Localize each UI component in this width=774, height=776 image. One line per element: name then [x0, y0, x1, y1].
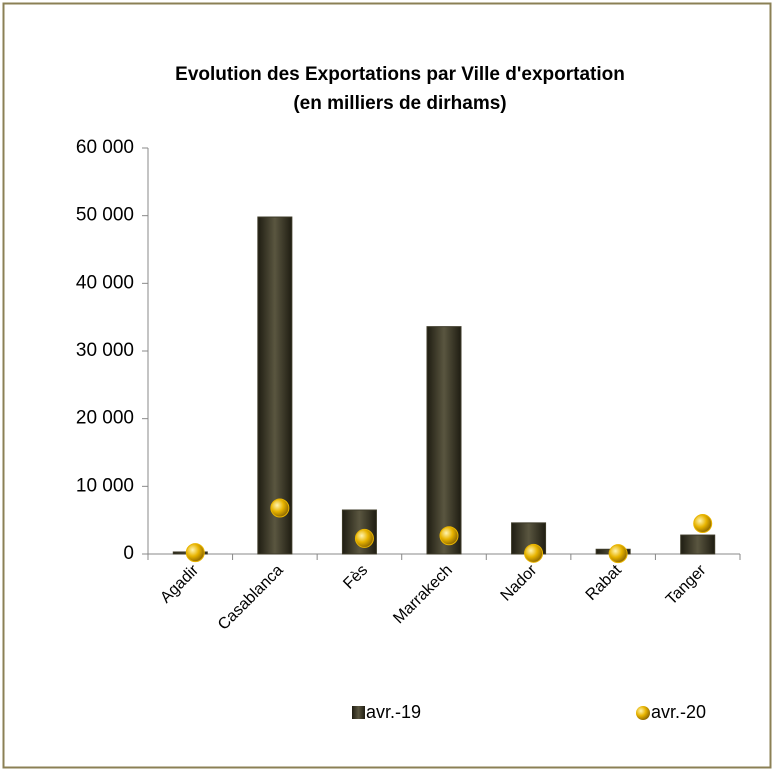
bar [680, 534, 716, 555]
y-tick-label: 60 000 [76, 137, 134, 158]
bar [426, 326, 462, 555]
bar [257, 216, 293, 555]
y-tick-label: 30 000 [76, 340, 134, 361]
y-tick-label: 40 000 [76, 272, 134, 293]
y-tick-label: 50 000 [76, 205, 134, 226]
y-tick-label: 0 [123, 543, 134, 564]
chart-subtitle: (en milliers de dirhams) [293, 93, 506, 114]
dot [608, 544, 628, 564]
legend-label: avr.-19 [366, 702, 421, 722]
legend-swatch [636, 706, 650, 720]
y-tick-label: 20 000 [76, 408, 134, 429]
legend-swatch [352, 706, 365, 719]
dot [524, 543, 544, 563]
dot [693, 514, 713, 534]
dot [270, 498, 290, 518]
dot [185, 543, 205, 563]
dot [354, 528, 374, 548]
legend-label: avr.-20 [651, 702, 706, 722]
dot [439, 526, 459, 546]
chart-title: Evolution des Exportations par Ville d'e… [175, 64, 625, 85]
y-tick-label: 10 000 [76, 475, 134, 496]
